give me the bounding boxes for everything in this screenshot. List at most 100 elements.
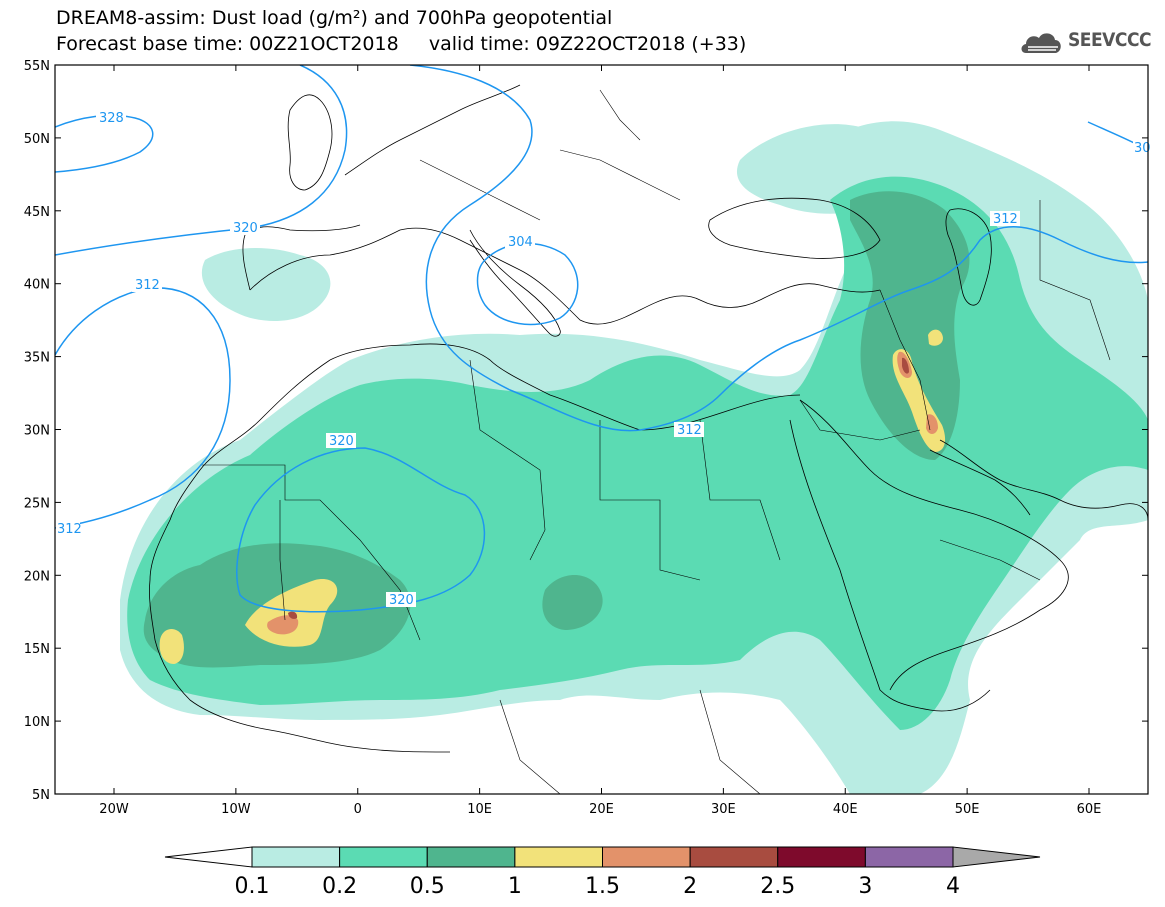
border-4 bbox=[599, 420, 701, 581]
lon-label: 10E bbox=[467, 802, 492, 817]
colorbar-segment bbox=[864, 846, 954, 868]
lat-label: 30N bbox=[24, 424, 50, 439]
coast-italy bbox=[469, 229, 561, 337]
dust-level-0.5-chad bbox=[542, 575, 603, 630]
lat-label: 20N bbox=[24, 569, 50, 584]
colorbar-label: 1.5 bbox=[585, 874, 620, 899]
coast-britain bbox=[287, 94, 333, 191]
coast-france-north bbox=[344, 84, 521, 176]
logo-text: SEEVCCC bbox=[1068, 29, 1152, 51]
latitude-axis: 55N 50N 45N 40N 35N 30N 25N 20N 15N 10N 5N bbox=[24, 59, 1148, 803]
dust-level-0.1-iberia bbox=[201, 248, 331, 322]
geopotential-contours bbox=[55, 65, 1148, 613]
coast-red-sea-west bbox=[789, 419, 991, 712]
contour-label: 320 bbox=[389, 593, 414, 608]
lat-label: 35N bbox=[24, 351, 50, 366]
lon-label: 0 bbox=[354, 802, 362, 817]
dust-level-2-west bbox=[288, 611, 298, 619]
coast-persian-gulf bbox=[929, 449, 1031, 516]
coast-iberia bbox=[242, 224, 361, 291]
colorbar: 0.1 0.2 0.5 1 1.5 2 2.5 3 4 bbox=[164, 846, 1041, 899]
lon-label: 60E bbox=[1077, 802, 1102, 817]
colorbar-segment bbox=[251, 846, 341, 868]
dust-level-1-senegal bbox=[159, 628, 184, 664]
coastlines bbox=[149, 84, 1148, 753]
border-7 bbox=[879, 289, 931, 431]
dust-level-2-iraq bbox=[902, 357, 909, 374]
colorbar-label: 3 bbox=[858, 874, 872, 899]
colorbar-label: 2 bbox=[683, 874, 697, 899]
colorbar-segment bbox=[514, 846, 603, 868]
coast-arabia bbox=[799, 399, 1069, 691]
lon-label: 50E bbox=[955, 802, 980, 817]
colorbar-label: 0.5 bbox=[410, 874, 445, 899]
coast-north-africa bbox=[329, 343, 801, 431]
dust-field bbox=[120, 121, 1148, 794]
lon-label: 40E bbox=[833, 802, 858, 817]
colorbar-segment bbox=[689, 846, 779, 868]
border-8 bbox=[1039, 200, 1111, 361]
country-borders bbox=[200, 89, 1111, 794]
contour-labels: 328 320 312 304 320 320 312 312 312 30 bbox=[56, 110, 1151, 608]
dust-level-1-iran bbox=[928, 329, 943, 346]
contour-312-west bbox=[55, 287, 231, 529]
contour-label: 304 bbox=[508, 235, 533, 250]
lon-label: 30E bbox=[711, 802, 736, 817]
lat-label: 25N bbox=[24, 496, 50, 511]
colorbar-label: 2.5 bbox=[760, 874, 795, 899]
seevccc-logo: SEEVCCC bbox=[1018, 25, 1156, 61]
border-6 bbox=[799, 399, 921, 441]
coast-west-africa bbox=[149, 359, 451, 753]
contour-label: 320 bbox=[233, 221, 258, 236]
border-2 bbox=[279, 500, 286, 621]
lon-label: 20E bbox=[589, 802, 614, 817]
border-13 bbox=[559, 149, 681, 201]
border-3 bbox=[469, 359, 546, 561]
colorbar-label: 1 bbox=[508, 874, 522, 899]
contour-label: 320 bbox=[329, 434, 354, 449]
contour-320-closed bbox=[236, 447, 486, 613]
colorbar-label: 4 bbox=[946, 874, 960, 899]
border-14 bbox=[599, 89, 641, 141]
contour-label: 30 bbox=[1134, 141, 1151, 156]
lat-label: 45N bbox=[24, 205, 50, 220]
colorbar-under-arrow bbox=[164, 846, 253, 868]
colorbar-label: 0.2 bbox=[322, 874, 357, 899]
contour-label: 328 bbox=[99, 111, 124, 126]
border-12 bbox=[419, 159, 541, 221]
dust-level-1.5-west bbox=[267, 615, 299, 635]
colorbar-over-arrow bbox=[952, 846, 1041, 868]
lat-label: 15N bbox=[24, 642, 50, 657]
coast-europe-south bbox=[249, 227, 881, 325]
border-1 bbox=[200, 464, 421, 641]
contour-304 bbox=[476, 242, 579, 326]
border-11 bbox=[699, 689, 761, 794]
lon-label: 20W bbox=[99, 802, 129, 817]
contour-label: 312 bbox=[993, 212, 1018, 227]
lat-label: 5N bbox=[32, 788, 50, 803]
colorbar-segment bbox=[777, 846, 866, 868]
border-9 bbox=[939, 539, 1041, 581]
dust-level-1.5-kuwait bbox=[926, 414, 938, 434]
contour-label: 312 bbox=[677, 423, 702, 438]
longitude-axis: 20W 10W 0 10E 20E 30E 40E 50E 60E bbox=[99, 65, 1101, 817]
dust-level-0.5-mideast bbox=[850, 191, 970, 461]
cloud-icon bbox=[1021, 33, 1061, 53]
chart-title-line1: DREAM8-assim: Dust load (g/m²) and 700hP… bbox=[56, 7, 613, 29]
contour-label: 312 bbox=[135, 278, 160, 293]
lon-label: 10W bbox=[221, 802, 251, 817]
chart-title-line2: Forecast base time: 00Z21OCT2018 valid t… bbox=[56, 33, 747, 55]
contour-label: 312 bbox=[57, 522, 82, 537]
lat-label: 10N bbox=[24, 715, 50, 730]
coast-gulf bbox=[939, 439, 1148, 521]
contour-328 bbox=[55, 114, 154, 173]
colorbar-segment bbox=[339, 846, 428, 868]
coast-caspian bbox=[945, 208, 992, 306]
lat-label: 50N bbox=[24, 132, 50, 147]
coast-black-sea bbox=[708, 197, 881, 259]
lat-label: 40N bbox=[24, 278, 50, 293]
colorbar-segment bbox=[426, 846, 516, 868]
border-10 bbox=[499, 699, 561, 794]
border-5 bbox=[699, 419, 781, 561]
